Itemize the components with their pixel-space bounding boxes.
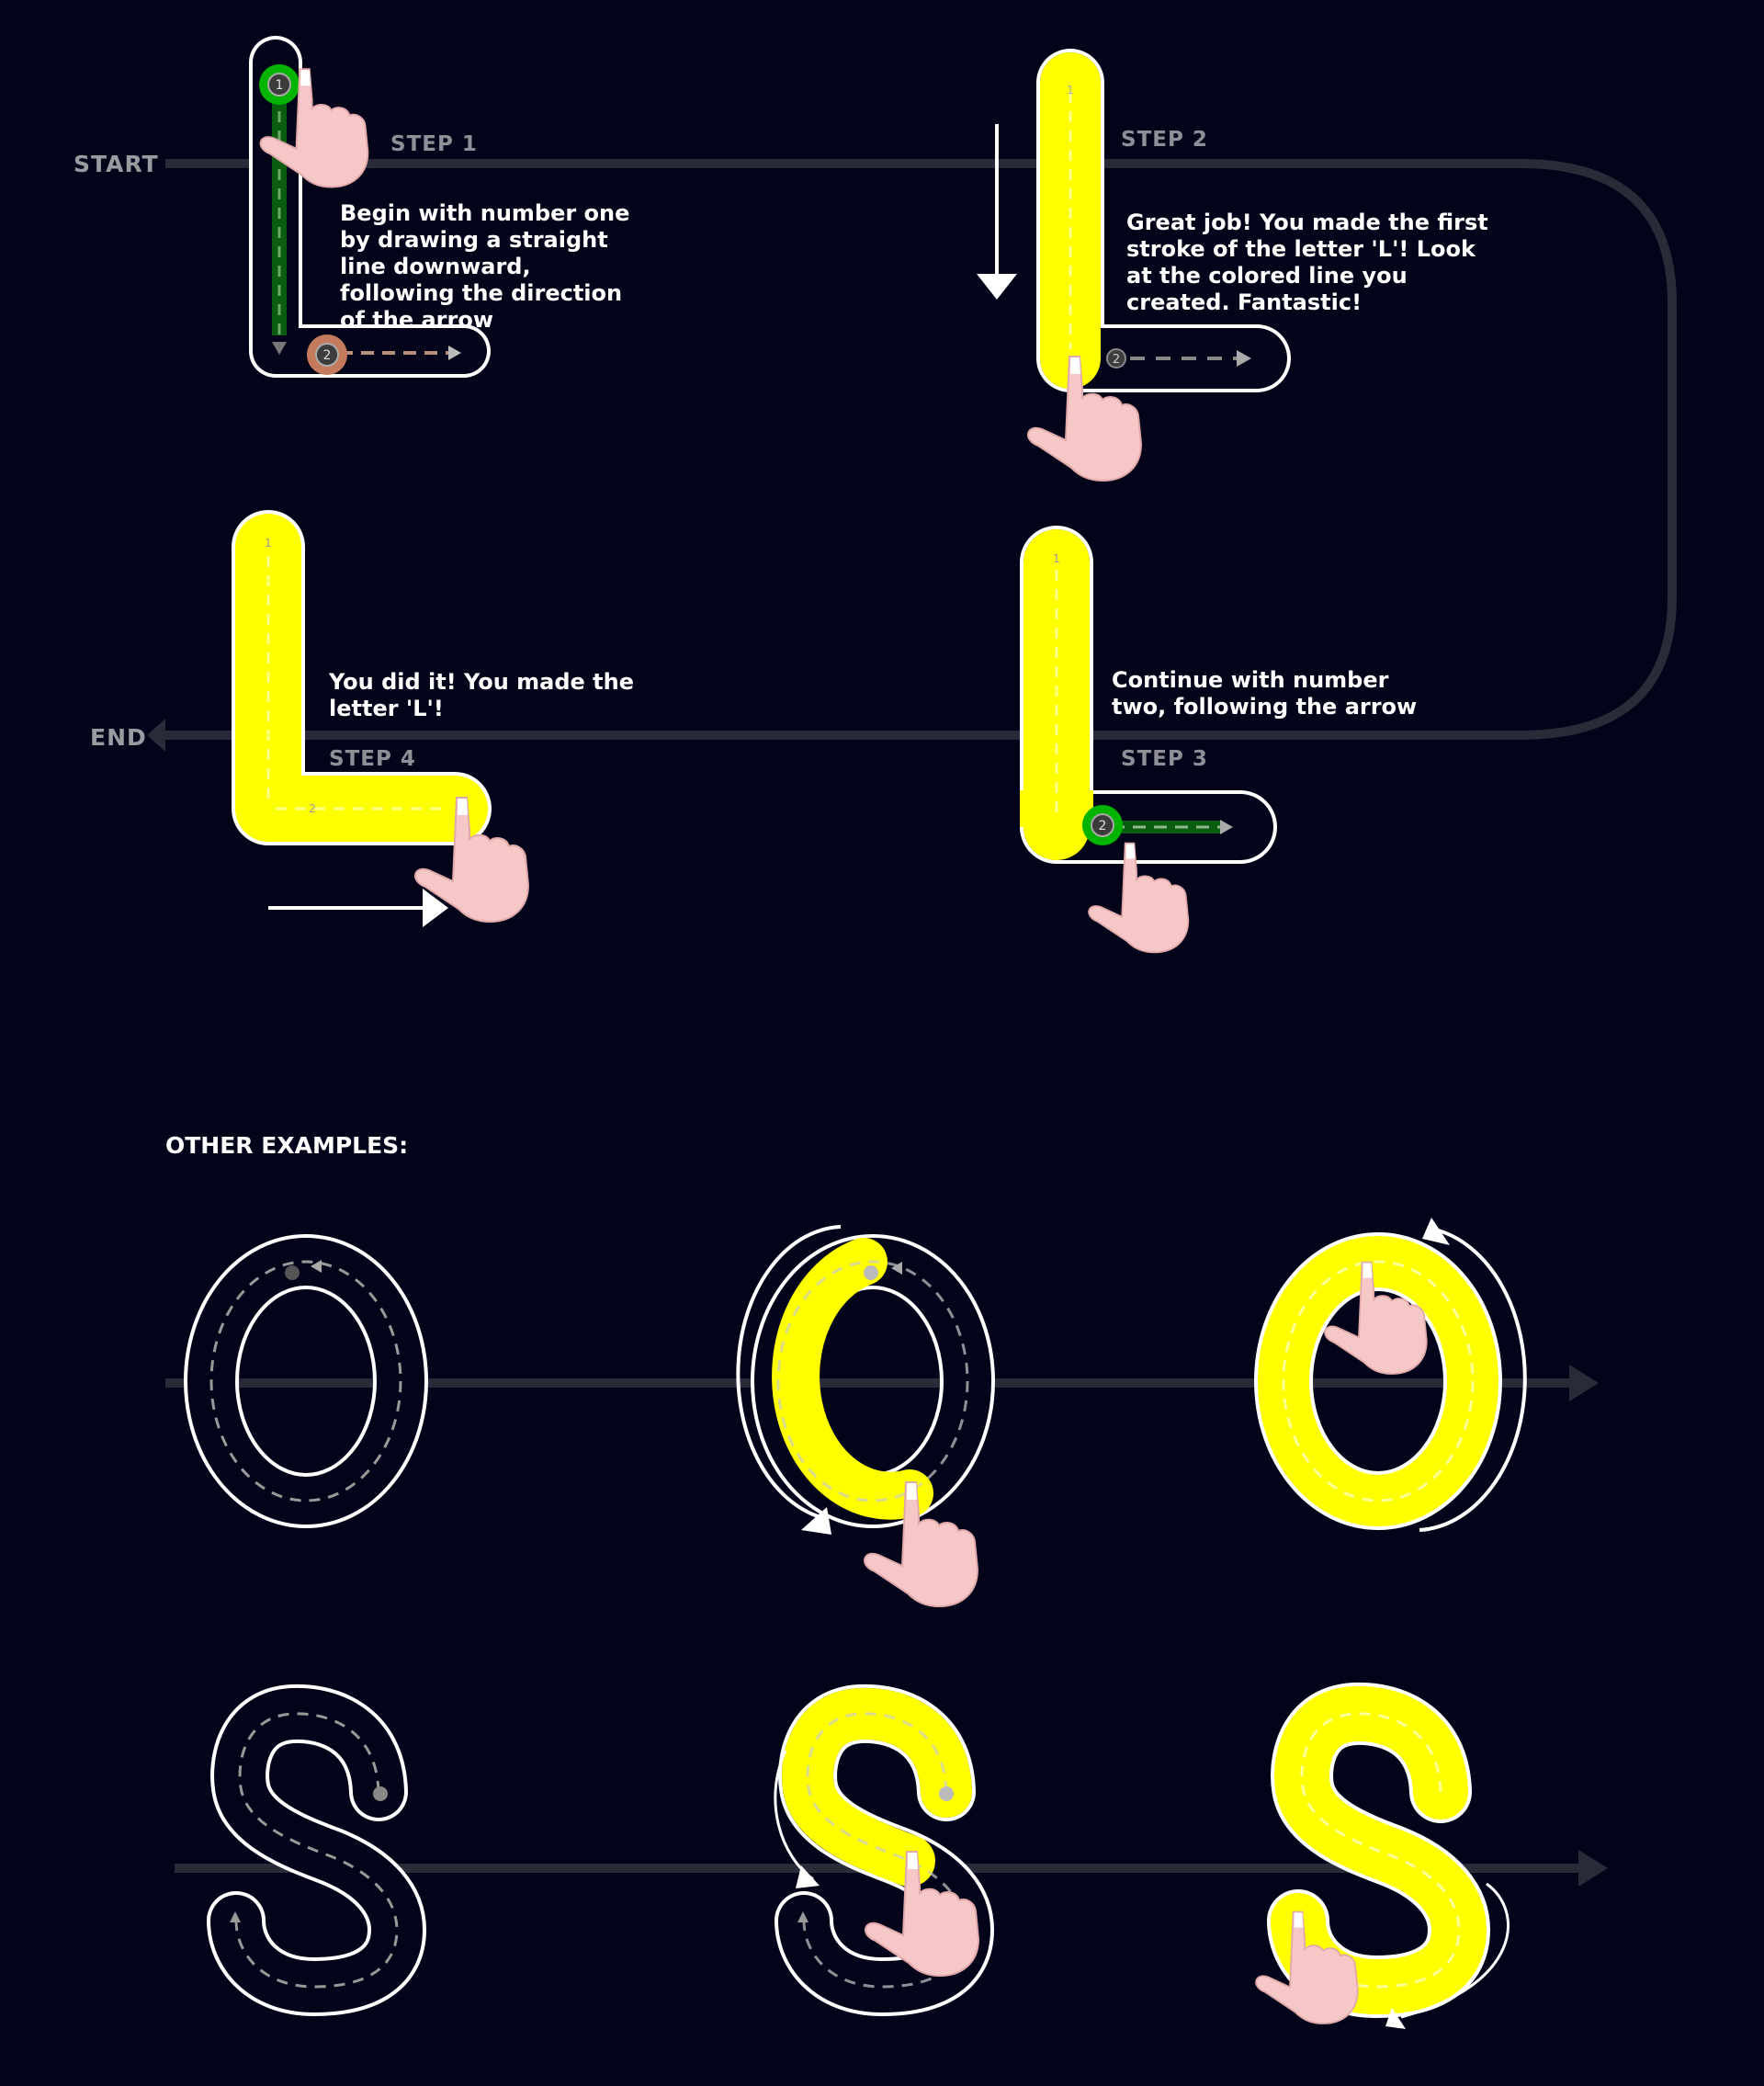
svg-text:2: 2: [309, 802, 316, 815]
svg-text:1: 1: [1067, 84, 1074, 96]
letter-l-step3: 1 2: [1020, 526, 1277, 864]
other-examples-heading: OTHER EXAMPLES:: [165, 1132, 409, 1159]
letter-s-progress: [775, 1684, 995, 2017]
step-2-label: STEP 2: [1121, 128, 1208, 152]
circular-arrow-icon: [1419, 1228, 1527, 1532]
letter-s-complete: [1267, 1682, 1491, 2019]
circular-arrow-icon: [736, 1225, 842, 1518]
letter-o-complete: [1254, 1232, 1502, 1530]
step-1-text: Begin with number one by drawing a strai…: [340, 200, 630, 333]
step-4-text: You did it! You made the letter 'L'!: [329, 669, 635, 721]
step-2-text: Great job! You made the first stroke of …: [1126, 210, 1488, 315]
svg-text:2: 2: [1099, 819, 1107, 833]
svg-text:1: 1: [1053, 552, 1060, 565]
stroke-number: 1: [276, 78, 284, 93]
arrow-right-icon: [448, 346, 461, 360]
arrow-right-icon: [1569, 1365, 1599, 1401]
step-3-text: Continue with number two, following the …: [1112, 667, 1418, 720]
start-label: START: [74, 151, 159, 177]
arrow-right-icon: [1578, 1850, 1608, 1887]
stroke-number: 2: [323, 348, 332, 363]
arrow-down-icon: [977, 124, 1017, 300]
arrow-left-icon: [147, 719, 165, 752]
arrow-right-icon: [268, 889, 448, 927]
step-4-label: STEP 4: [329, 747, 416, 771]
step-3-label: STEP 3: [1121, 747, 1208, 771]
letter-o-outline: [184, 1234, 428, 1528]
svg-text:2: 2: [1113, 353, 1120, 367]
step-1-label: STEP 1: [390, 132, 478, 156]
arrow-right-icon: [1220, 820, 1233, 834]
flow-connector: [164, 159, 1677, 740]
letter-s-outline: [207, 1684, 427, 2017]
arrow-right-icon: [1237, 350, 1251, 367]
letter-l-step1: 1 2: [249, 36, 491, 378]
letter-o-progress: [751, 1234, 995, 1528]
letter-l-step4: 1 2: [232, 510, 492, 845]
arrow-down-icon: [272, 342, 287, 355]
end-label: END: [90, 724, 147, 751]
circular-arrow-icon: [1400, 1882, 1510, 2019]
svg-text:1: 1: [265, 537, 272, 550]
